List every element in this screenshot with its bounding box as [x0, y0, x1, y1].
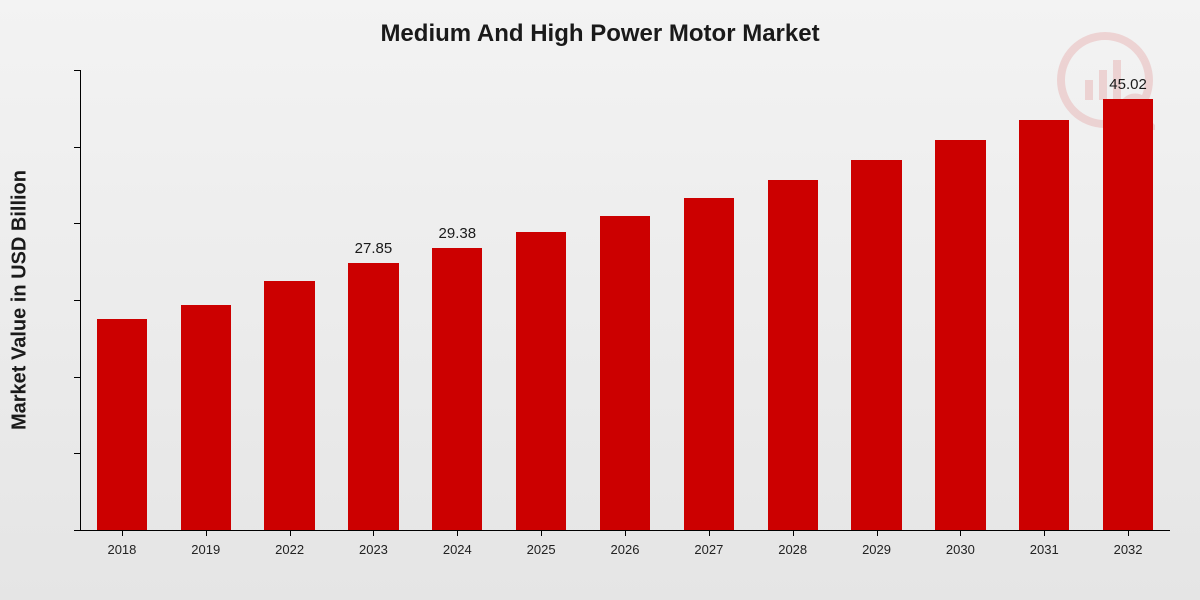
bar: [1103, 99, 1153, 530]
x-tick-label: 2019: [191, 542, 220, 557]
bar: [684, 198, 734, 530]
y-axis-line: [80, 70, 81, 530]
x-tick: [122, 530, 123, 536]
x-tick: [1044, 530, 1045, 536]
bar: [935, 140, 985, 530]
x-tick-label: 2022: [275, 542, 304, 557]
x-tick: [1128, 530, 1129, 536]
x-tick-label: 2023: [359, 542, 388, 557]
y-tick: [74, 70, 80, 71]
x-tick-label: 2030: [946, 542, 975, 557]
x-tick: [290, 530, 291, 536]
bar-value-label: 45.02: [1109, 76, 1147, 93]
y-tick: [74, 453, 80, 454]
x-tick: [541, 530, 542, 536]
x-tick: [625, 530, 626, 536]
x-tick-label: 2025: [527, 542, 556, 557]
x-tick-label: 2029: [862, 542, 891, 557]
x-tick-label: 2018: [107, 542, 136, 557]
bar: [348, 263, 398, 530]
plot-area: 201820192022202327.85202429.382025202620…: [80, 70, 1170, 530]
x-tick-label: 2027: [694, 542, 723, 557]
bar: [516, 232, 566, 530]
y-tick: [74, 147, 80, 148]
x-tick: [793, 530, 794, 536]
bar: [97, 319, 147, 530]
y-tick: [74, 223, 80, 224]
bar-value-label: 29.38: [439, 225, 477, 242]
x-tick-label: 2024: [443, 542, 472, 557]
x-tick-label: 2032: [1114, 542, 1143, 557]
x-tick: [709, 530, 710, 536]
x-tick-label: 2026: [611, 542, 640, 557]
bar: [851, 160, 901, 530]
y-tick: [74, 377, 80, 378]
bar: [768, 180, 818, 530]
y-tick: [74, 300, 80, 301]
bar: [181, 305, 231, 530]
x-tick-label: 2028: [778, 542, 807, 557]
bar: [264, 281, 314, 530]
bar-value-label: 27.85: [355, 240, 393, 257]
x-tick: [373, 530, 374, 536]
y-tick: [74, 530, 80, 531]
x-tick: [960, 530, 961, 536]
bar: [432, 248, 482, 530]
y-axis-label: Market Value in USD Billion: [9, 170, 32, 430]
x-tick: [457, 530, 458, 536]
x-tick-label: 2031: [1030, 542, 1059, 557]
bar: [1019, 120, 1069, 530]
x-tick: [206, 530, 207, 536]
chart-page: Medium And High Power Motor Market Marke…: [0, 0, 1200, 600]
chart-title: Medium And High Power Motor Market: [0, 20, 1200, 48]
bar: [600, 216, 650, 530]
x-tick: [877, 530, 878, 536]
